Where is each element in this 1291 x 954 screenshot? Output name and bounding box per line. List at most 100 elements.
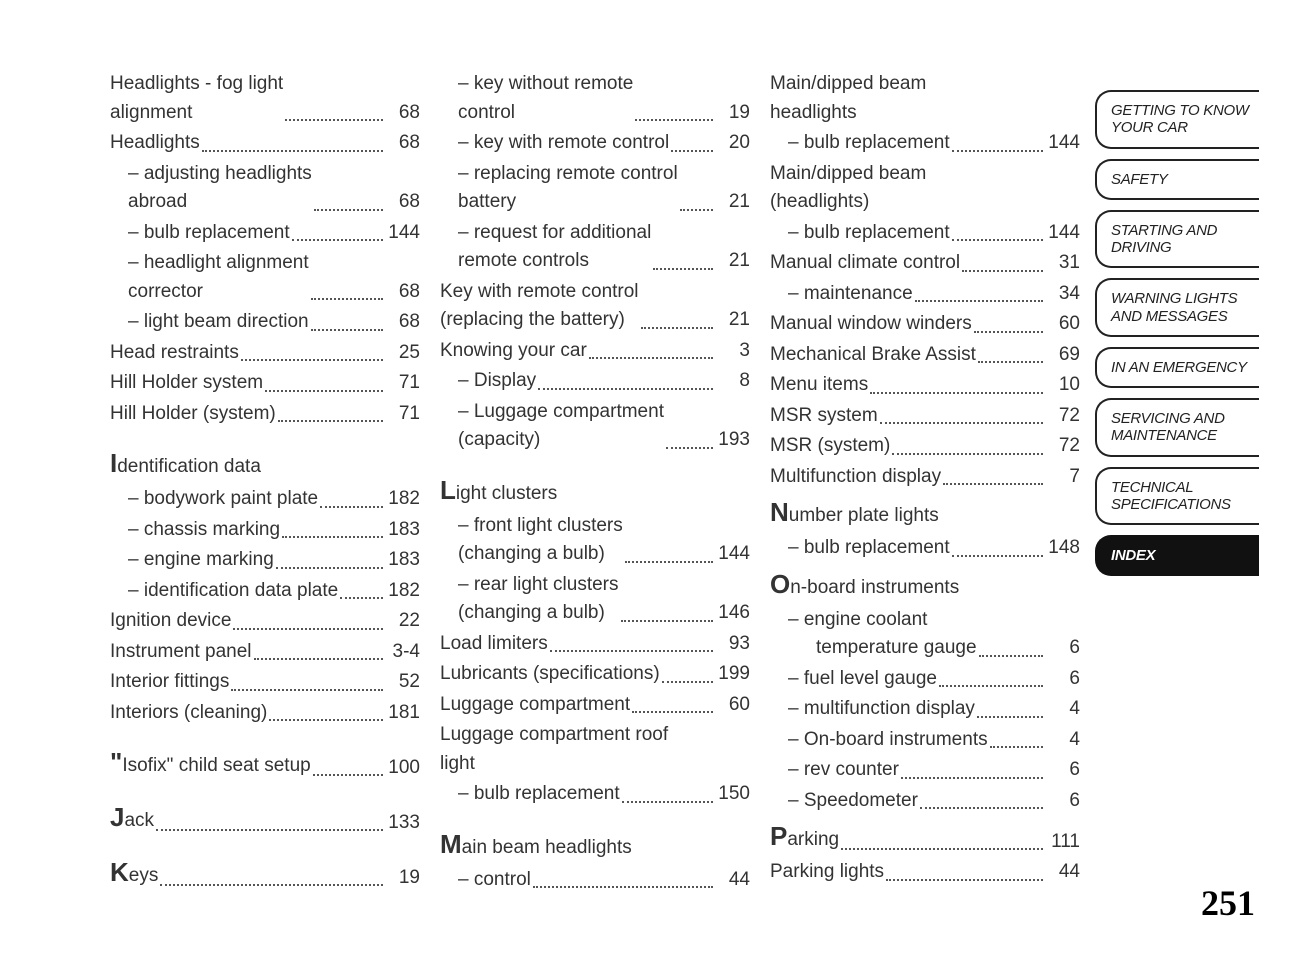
index-page-ref: 68 xyxy=(386,278,420,307)
index-entry: – bulb replacement144 xyxy=(770,219,1080,248)
index-label: Mechanical Brake Assist xyxy=(770,341,976,370)
index-page-ref: 181 xyxy=(386,699,420,728)
index-label: Main beam headlights xyxy=(440,825,632,864)
index-page-ref: 7 xyxy=(1046,463,1080,492)
index-page-ref: 44 xyxy=(1046,858,1080,887)
index-label: – light beam direction xyxy=(128,308,309,337)
index-label: Load limiters xyxy=(440,630,548,659)
index-entry: Jack133 xyxy=(110,798,420,837)
index-label: Knowing your car xyxy=(440,337,587,366)
index-page-ref: 21 xyxy=(716,247,750,276)
section-tab[interactable]: GETTING TO KNOW YOUR CAR xyxy=(1095,90,1259,149)
index-entry: – request for additional remote controls… xyxy=(440,219,750,276)
index-label: – replacing remote control battery xyxy=(458,160,678,217)
index-page-ref: 60 xyxy=(716,691,750,720)
index-entry: – rev counter6 xyxy=(770,756,1080,785)
index-entry: Luggage compartment60 xyxy=(440,691,750,720)
index-label: – maintenance xyxy=(788,280,913,309)
index-entry: Main/dipped beam headlights xyxy=(770,70,1080,127)
index-label: Interiors (cleaning) xyxy=(110,699,267,728)
section-tab[interactable]: SERVICING AND MAINTENANCE xyxy=(1095,398,1259,457)
index-label: "Isofix" child seat setup xyxy=(110,743,311,782)
index-page-ref: 25 xyxy=(386,339,420,368)
index-entry: – Display8 xyxy=(440,367,750,396)
index-page-ref: 148 xyxy=(1046,534,1080,563)
index-page-ref: 6 xyxy=(1046,665,1080,694)
index-label: On-board instruments xyxy=(770,565,959,604)
section-tab[interactable]: TECHNICAL SPECIFICATIONS xyxy=(1095,467,1259,526)
index-page-ref: 144 xyxy=(716,540,750,569)
index-label: Head restraints xyxy=(110,339,239,368)
index-entry: Parking lights44 xyxy=(770,858,1080,887)
index-page-ref: 34 xyxy=(1046,280,1080,309)
index-page-ref: 31 xyxy=(1046,249,1080,278)
index-label: Ignition device xyxy=(110,607,231,636)
index-entry: Identification data xyxy=(110,444,420,483)
index-entry: – front light clusters (changing a bulb)… xyxy=(440,512,750,569)
index-page-ref: 20 xyxy=(716,129,750,158)
index-entry: Ignition device22 xyxy=(110,607,420,636)
index-column-3: Main/dipped beam headlights– bulb replac… xyxy=(770,70,1080,896)
index-page-ref: 19 xyxy=(386,864,420,893)
section-tab[interactable]: IN AN EMERGENCY xyxy=(1095,347,1259,388)
index-label: Menu items xyxy=(770,371,868,400)
index-page-ref: 60 xyxy=(1046,310,1080,339)
index-page-ref: 111 xyxy=(1046,828,1080,857)
index-entry: Interior fittings52 xyxy=(110,668,420,697)
index-label: – engine marking xyxy=(128,546,274,575)
index-entry: Manual window winders 60 xyxy=(770,310,1080,339)
index-entry: Multifunction display7 xyxy=(770,463,1080,492)
index-page-ref: 182 xyxy=(386,485,420,514)
index-page-ref: 71 xyxy=(386,369,420,398)
index-page-ref: 183 xyxy=(386,546,420,575)
index-label: – Display xyxy=(458,367,536,396)
index-entry: Main/dipped beam (headlights) xyxy=(770,160,1080,217)
index-entry: – headlight alignment corrector 68 xyxy=(110,249,420,306)
index-entry: Key with remote control (replacing the b… xyxy=(440,278,750,335)
index-label: Number plate lights xyxy=(770,493,939,532)
index-page-ref: 100 xyxy=(386,754,420,783)
section-tab[interactable]: WARNING LIGHTS AND MESSAGES xyxy=(1095,278,1259,337)
index-entry: Light clusters xyxy=(440,471,750,510)
index-entry: – adjusting headlights abroad68 xyxy=(110,160,420,217)
index-page-ref: 6 xyxy=(1046,787,1080,816)
index-label: – identification data plate xyxy=(128,577,338,606)
index-entry: Interiors (cleaning) 181 xyxy=(110,699,420,728)
index-entry: Knowing your car3 xyxy=(440,337,750,366)
index-page-ref: 19 xyxy=(716,99,750,128)
index-page-ref: 68 xyxy=(386,99,420,128)
index-page-ref: 68 xyxy=(386,129,420,158)
index-label: – bulb replacement xyxy=(128,219,290,248)
index-entry: – maintenance 34 xyxy=(770,280,1080,309)
index-label: Main/dipped beam headlights xyxy=(770,70,926,127)
index-entry: Main beam headlights xyxy=(440,825,750,864)
index-entry: – bulb replacement144 xyxy=(770,129,1080,158)
index-label: Keys xyxy=(110,853,158,892)
index-page-ref: 146 xyxy=(716,599,750,628)
section-tabs: GETTING TO KNOW YOUR CAR SAFETY STARTING A… xyxy=(1095,90,1259,576)
index-entry: – engine marking 183 xyxy=(110,546,420,575)
index-label: – front light clusters (changing a bulb) xyxy=(458,512,623,569)
index-label: – key without remote control xyxy=(458,70,633,127)
index-label: Manual window winders xyxy=(770,310,972,339)
section-tab[interactable]: SAFETY xyxy=(1095,159,1259,200)
index-label: – chassis marking xyxy=(128,516,280,545)
index-entry: On-board instruments xyxy=(770,565,1080,604)
index-label: – headlight alignment corrector xyxy=(128,249,309,306)
index-label: – bulb replacement xyxy=(788,534,950,563)
section-tab[interactable]: STARTING AND DRIVING xyxy=(1095,210,1259,269)
page-number: 251 xyxy=(1201,882,1255,924)
index-label: – bulb replacement xyxy=(788,129,950,158)
index-label: – bulb replacement xyxy=(788,219,950,248)
index-entry: – replacing remote control battery21 xyxy=(440,160,750,217)
section-tab[interactable]: INDEX xyxy=(1095,535,1259,576)
index-page-ref: 21 xyxy=(716,306,750,335)
index-entry: – identification data plate182 xyxy=(110,577,420,606)
index-label: – Luggage compartment (capacity) xyxy=(458,398,664,455)
index-entry: MSR system72 xyxy=(770,402,1080,431)
index-entry: – light beam direction68 xyxy=(110,308,420,337)
index-entry: – Luggage compartment (capacity)193 xyxy=(440,398,750,455)
index-label: – engine coolanttemperature gauge xyxy=(788,606,977,663)
index-label: Luggage compartment roof light xyxy=(440,721,668,778)
index-page-ref: 93 xyxy=(716,630,750,659)
